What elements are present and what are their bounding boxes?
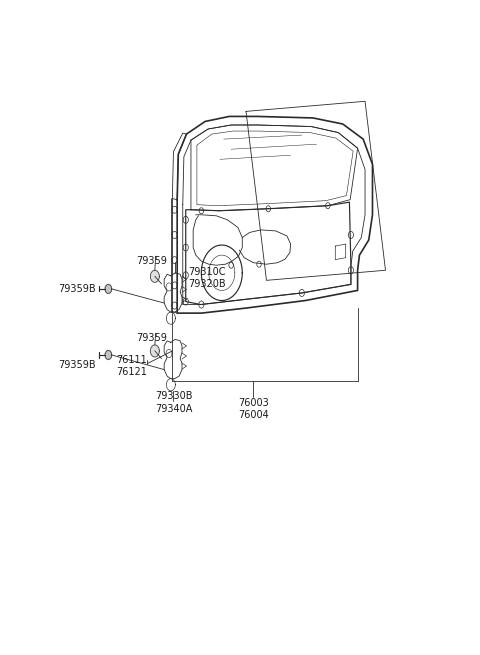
Text: 79359B: 79359B [58, 360, 96, 370]
Polygon shape [105, 350, 112, 360]
Text: 79359: 79359 [136, 333, 167, 343]
Text: 79310C
79320B: 79310C 79320B [188, 267, 226, 289]
Polygon shape [150, 271, 159, 282]
Text: 79330B
79340A: 79330B 79340A [155, 391, 192, 413]
Text: 79359: 79359 [136, 256, 167, 266]
Text: 79359B: 79359B [58, 284, 96, 294]
Polygon shape [105, 284, 112, 293]
Text: 76003
76004: 76003 76004 [238, 398, 269, 420]
Polygon shape [150, 345, 159, 357]
Text: 76111
76121: 76111 76121 [117, 355, 147, 377]
